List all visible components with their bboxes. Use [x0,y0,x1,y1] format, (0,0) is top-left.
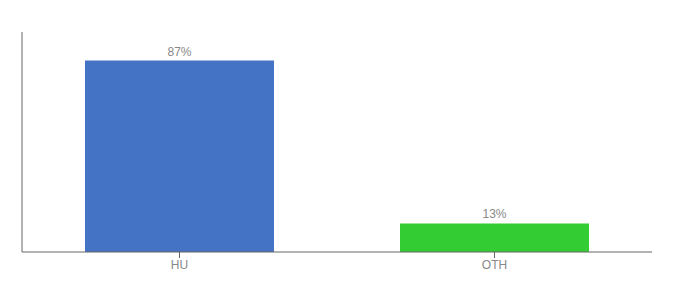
svg-text:13%: 13% [482,207,506,221]
svg-text:HU: HU [171,258,188,272]
svg-text:OTH: OTH [482,258,507,272]
svg-text:87%: 87% [167,45,191,59]
